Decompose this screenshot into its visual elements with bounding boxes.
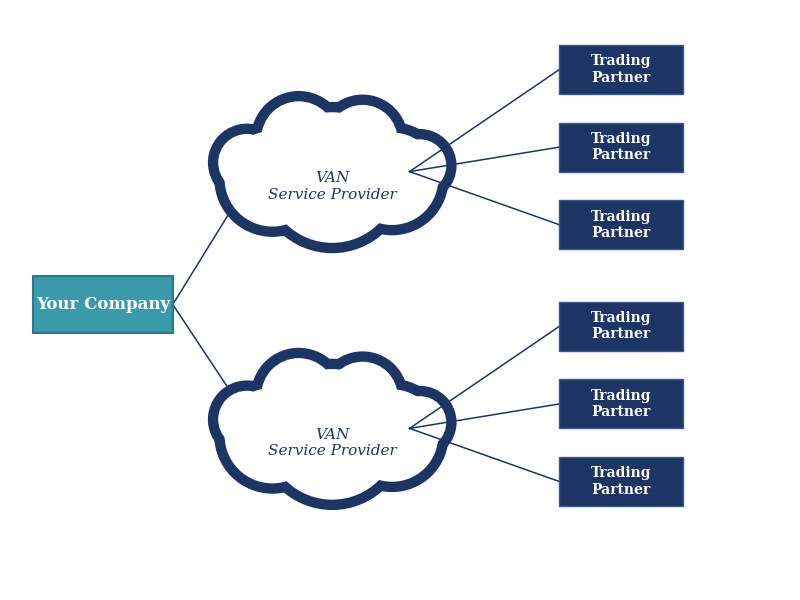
Ellipse shape [214,121,330,237]
Text: VAN
Service Provider: VAN Service Provider [268,172,397,202]
Text: Trading
Partner: Trading Partner [591,209,651,240]
Ellipse shape [225,131,320,227]
Ellipse shape [327,105,398,175]
Text: Trading
Partner: Trading Partner [591,466,651,497]
Ellipse shape [383,129,457,202]
Ellipse shape [383,386,457,459]
Ellipse shape [257,359,408,510]
Text: Trading
Partner: Trading Partner [591,389,651,419]
Text: VAN
Service Provider: VAN Service Provider [268,428,397,458]
FancyBboxPatch shape [559,45,683,94]
Ellipse shape [346,133,438,225]
Ellipse shape [317,352,408,442]
Ellipse shape [218,134,276,191]
FancyBboxPatch shape [559,302,683,351]
Ellipse shape [225,388,320,484]
Text: Trading
Partner: Trading Partner [591,55,651,85]
Ellipse shape [208,380,286,458]
FancyBboxPatch shape [559,457,683,506]
Ellipse shape [208,124,286,202]
Ellipse shape [251,91,346,187]
Ellipse shape [346,389,438,482]
Ellipse shape [251,348,346,443]
Text: Trading
Partner: Trading Partner [591,311,651,341]
Ellipse shape [335,379,449,492]
Ellipse shape [218,391,276,448]
Ellipse shape [267,369,398,500]
Ellipse shape [214,377,330,494]
Ellipse shape [257,102,408,253]
Text: Trading
Partner: Trading Partner [591,132,651,162]
Ellipse shape [262,101,336,176]
Text: Your Company: Your Company [36,296,170,313]
Ellipse shape [267,112,398,243]
Ellipse shape [335,122,449,235]
FancyBboxPatch shape [559,122,683,172]
FancyBboxPatch shape [559,200,683,249]
Ellipse shape [394,396,446,449]
FancyBboxPatch shape [559,379,683,428]
Ellipse shape [394,139,446,192]
Ellipse shape [317,95,408,185]
Ellipse shape [327,362,398,432]
Ellipse shape [262,358,336,433]
FancyBboxPatch shape [34,276,173,333]
